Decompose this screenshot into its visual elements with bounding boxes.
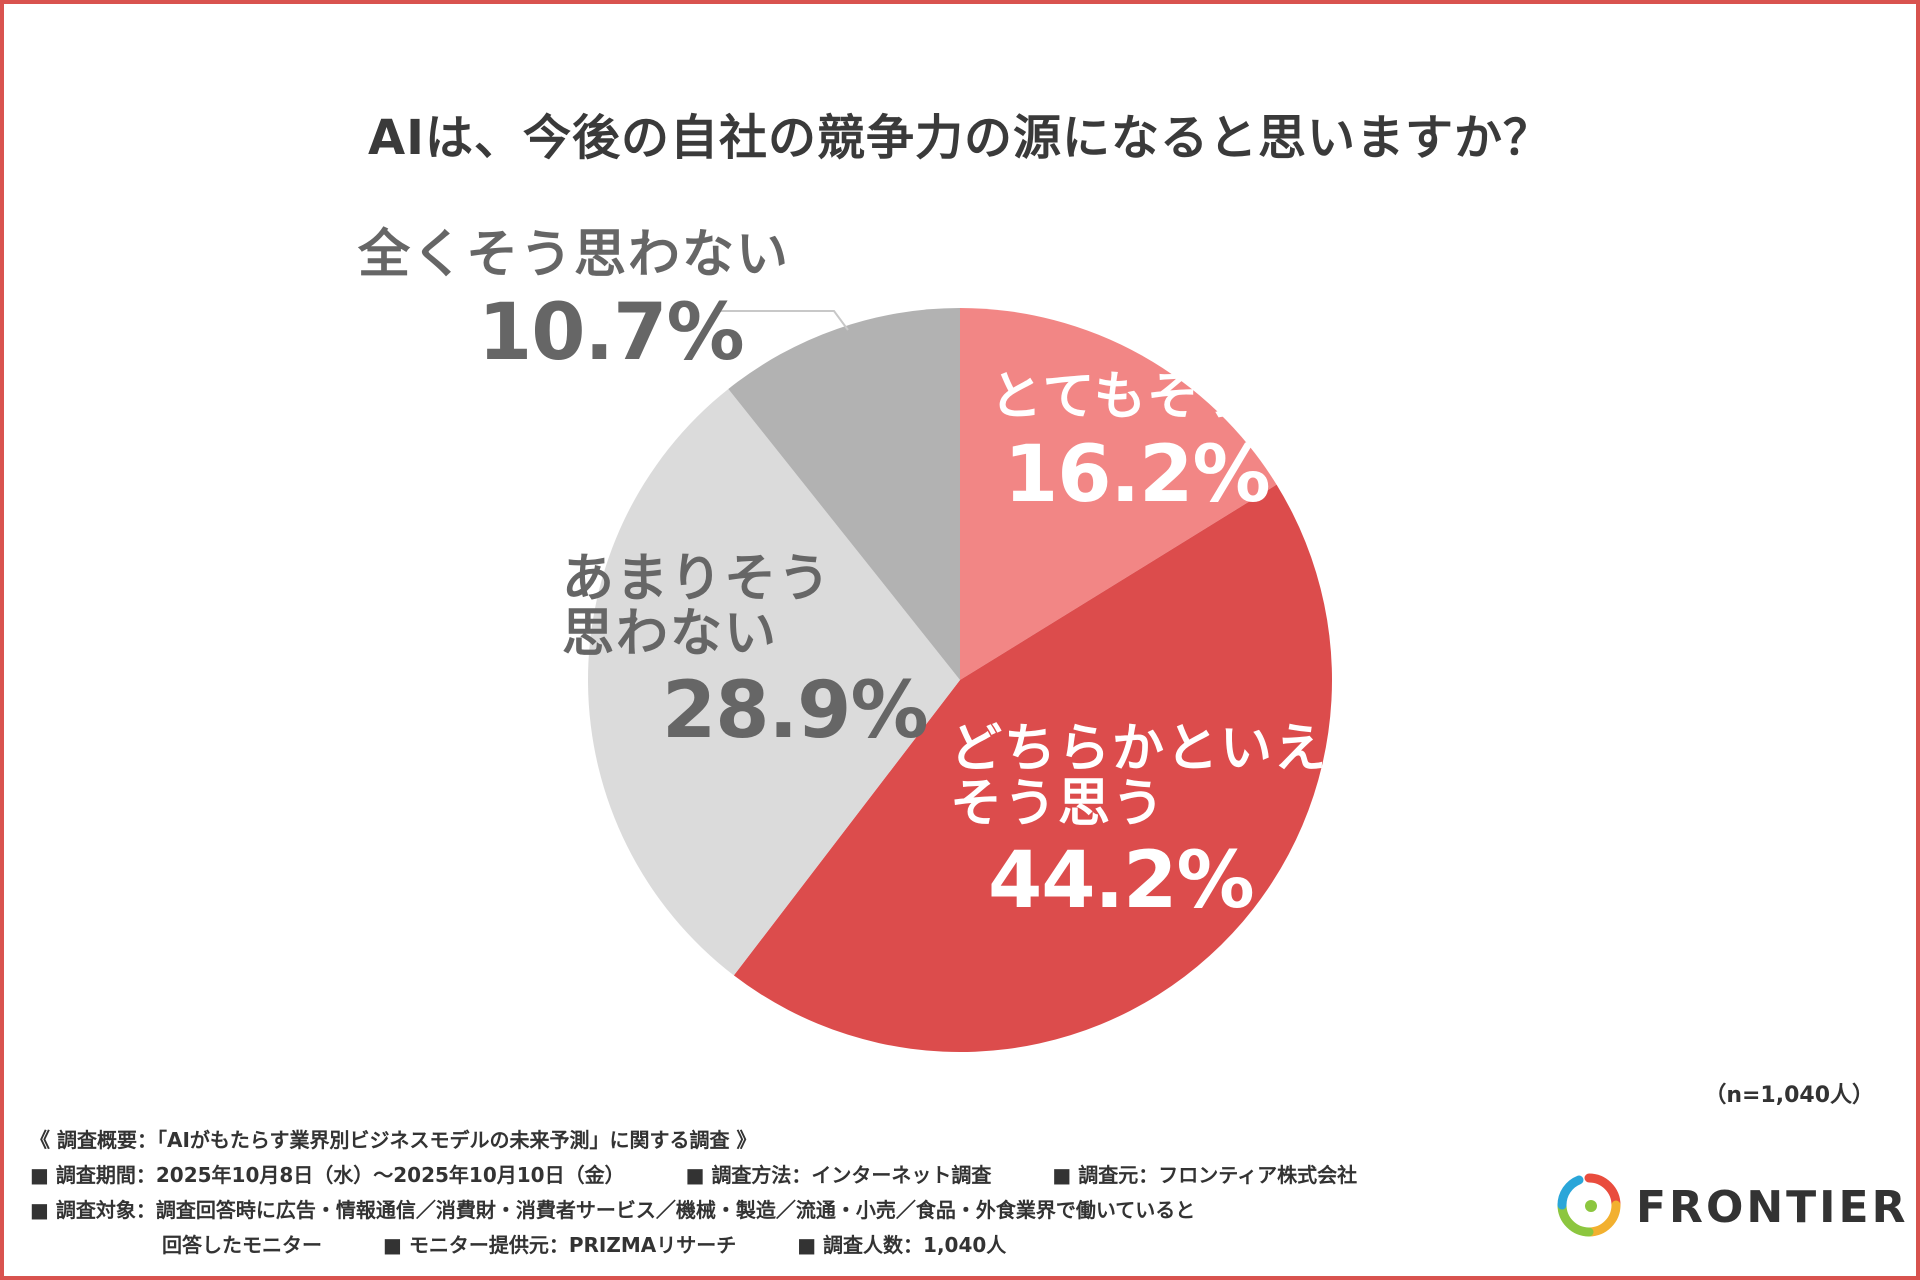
notes-row: 《 調査概要：「AIがもたらす業界別ビジネスモデルの未来予測」に関する調査 》 bbox=[30, 1123, 1510, 1158]
notes-row: ■ 調査期間：2025年10月8日（水）～2025年10月10日（金） ■ 調査… bbox=[30, 1158, 1510, 1193]
survey-method: ■ 調査方法：インターネット調査 bbox=[685, 1163, 992, 1187]
notes-row: 回答したモニター ■ モニター提供元：PRIZMAリサーチ ■ 調査人数：1,0… bbox=[30, 1228, 1510, 1263]
survey-target-cont: 回答したモニター bbox=[162, 1233, 322, 1257]
survey-target: ■ 調査対象：調査回答時に広告・情報通信／消費財・消費者サービス／機械・製造／流… bbox=[30, 1198, 1196, 1222]
slice-somewhat-agree bbox=[733, 484, 1333, 1053]
survey-overview: 《 調査概要：「AIがもたらす業界別ビジネスモデルの未来予測」に関する調査 》 bbox=[30, 1128, 757, 1152]
slice-value: 16.2% bbox=[1004, 429, 1271, 520]
slice-name: 全くそう思わない bbox=[358, 225, 791, 285]
slice-name-line2: そう思う bbox=[950, 773, 1167, 834]
survey-period: ■ 調査期間：2025年10月8日（水）～2025年10月10日（金） bbox=[30, 1163, 625, 1187]
notes-row: ■ 調査対象：調査回答時に広告・情報通信／消費財・消費者サービス／機械・製造／流… bbox=[30, 1193, 1510, 1228]
survey-source: ■ 調査元：フロンティア株式会社 bbox=[1052, 1163, 1358, 1187]
slice-not-at-all bbox=[728, 308, 960, 680]
slice-label-not-at-all: 全くそう思わない 10.7% bbox=[358, 228, 790, 374]
slice-name-line2: 思わない bbox=[562, 603, 779, 664]
slice-value: 10.7% bbox=[478, 287, 745, 378]
frontier-logo-icon bbox=[1557, 1173, 1621, 1237]
slice-name-line1: どちらかといえば bbox=[950, 719, 1383, 779]
frontier-logo: FRONTIER bbox=[1554, 1170, 1914, 1240]
slice-label-very-agree: とてもそう思う 16.2% bbox=[990, 370, 1363, 516]
sample-size: （n=1,040人） bbox=[1704, 1083, 1874, 1108]
leader-line bbox=[716, 310, 849, 331]
slice-label-not-really: あまりそう 思わない 28.9% bbox=[562, 549, 929, 757]
survey-notes: 《 調査概要：「AIがもたらす業界別ビジネスモデルの未来予測」に関する調査 》 … bbox=[30, 1123, 1510, 1263]
slice-not-really bbox=[587, 388, 960, 976]
slice-label-somewhat-agree: どちらかといえば そう思う 44.2% bbox=[950, 722, 1382, 923]
chart-title: AIは、今後の自社の競争力の源になると思いますか？ bbox=[367, 110, 1552, 166]
logo-text: FRONTIER bbox=[1636, 1182, 1909, 1233]
slice-value: 44.2% bbox=[988, 836, 1255, 927]
slice-name: とてもそう思う bbox=[990, 367, 1363, 427]
survey-count: ■ 調査人数：1,040人 bbox=[797, 1233, 1007, 1257]
slice-value: 28.9% bbox=[662, 666, 929, 757]
monitor-provider: ■ モニター提供元：PRIZMAリサーチ bbox=[382, 1233, 737, 1257]
slice-name-line1: あまりそう bbox=[562, 549, 833, 609]
slice-very-agree bbox=[960, 308, 1277, 680]
pie-slices bbox=[587, 308, 1333, 1053]
